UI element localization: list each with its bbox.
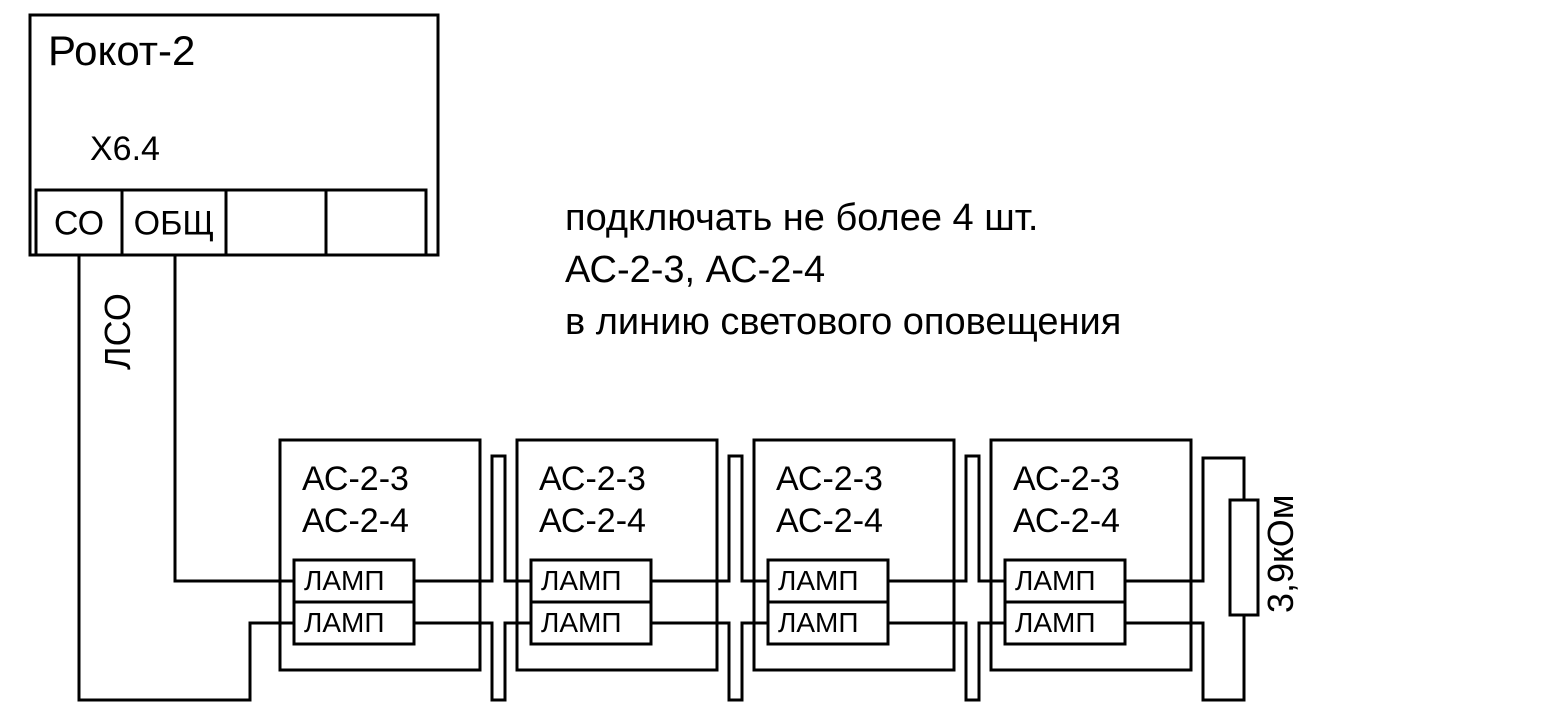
lamp-terminal-label: ЛАМП [541,607,622,638]
wire-obshch-to-dev0-top [175,255,294,581]
terminal-label: ОБЩ [134,205,215,243]
resistor-symbol [1230,500,1258,615]
main-device-subtitle: Х6.4 [90,130,160,168]
note-line: АС-2-3, АС-2-4 [565,249,825,291]
note-line: в линию светового оповещения [565,301,1121,343]
wire-last-upper-to-resistor [1125,458,1244,581]
lamp-terminal-label: ЛАМП [778,607,859,638]
wire-lower-link [414,623,531,700]
wire-upper-link [888,456,1005,581]
lamp-terminal-label: ЛАМП [304,565,385,596]
lamp-terminal-label: ЛАМП [1015,565,1096,596]
lamp-terminal-label: ЛАМП [304,607,385,638]
wire-lower-link [888,623,1005,700]
lamp-terminal-label: ЛАМП [778,565,859,596]
terminal-label: СО [54,205,104,243]
wire-lower-link [651,623,768,700]
device-label-1: АС-2-3 [302,460,409,498]
device-label-1: АС-2-3 [539,460,646,498]
note-line: подключать не более 4 шт. [565,197,1038,239]
wire-upper-link [651,456,768,581]
device-label-1: АС-2-3 [1013,460,1120,498]
device-label-1: АС-2-3 [776,460,883,498]
device-label-2: АС-2-4 [302,502,409,540]
line-label: ЛСО [97,293,138,370]
resistor-label: 3,9кОм [1260,494,1301,613]
device-label-2: АС-2-4 [776,502,883,540]
main-device-title: Рокот-2 [48,27,195,74]
wire-last-lower-to-resistor [1125,615,1244,700]
terminal-cell [226,190,326,255]
device-label-2: АС-2-4 [1013,502,1120,540]
device-label-2: АС-2-4 [539,502,646,540]
lamp-terminal-label: ЛАМП [1015,607,1096,638]
wire-upper-link [414,456,531,581]
terminal-cell [326,190,426,255]
lamp-terminal-label: ЛАМП [541,565,622,596]
